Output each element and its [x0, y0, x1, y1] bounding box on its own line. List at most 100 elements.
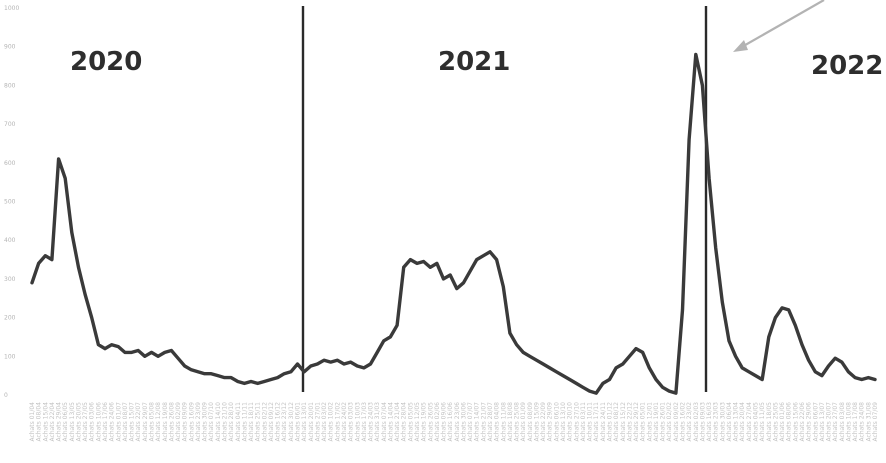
- x-tick-label: Achats 15/06: [792, 402, 799, 442]
- y-tick-label: 200: [4, 315, 16, 322]
- x-tick-label: Achats 22/12: [626, 402, 633, 442]
- x-tick-label: Achats 21/07: [480, 402, 487, 442]
- year-label-2020: 2020: [70, 47, 142, 77]
- x-tick-label: Achats 04/11: [235, 402, 242, 442]
- x-tick-label: Achats 09/02: [673, 402, 680, 442]
- x-tick-label: Achats 06/05: [62, 402, 69, 442]
- x-tick-label: Achats 15/12: [620, 402, 627, 442]
- y-tick-label: 500: [4, 199, 16, 206]
- x-tick-label: Achats 10/11: [587, 402, 594, 442]
- x-tick-label: Achats 03/11: [580, 402, 587, 442]
- x-tick-label: Achats 02/06: [434, 402, 441, 442]
- x-tick-label: Achats 23/12: [281, 402, 288, 442]
- arrow-shaft: [739, 0, 825, 49]
- x-tick-label: Achats 27/07: [832, 402, 839, 442]
- x-tick-label: Achats 28/07: [487, 402, 494, 442]
- x-axis-ticks: Achats 01/04 Achats 08/04 Achats 15/04 Acha…: [29, 402, 879, 442]
- x-tick-label: Achats 23/06: [454, 402, 461, 442]
- x-tick-label: Achats 29/07: [142, 402, 149, 442]
- x-tick-label: Achats 05/01: [640, 402, 647, 442]
- x-tick-label: Achats 30/09: [202, 402, 209, 442]
- x-tick-label: Achats 14/10: [215, 402, 222, 442]
- x-tick-label: Achats 29/12: [633, 402, 640, 442]
- x-tick-label: Achats 22/06: [799, 402, 806, 442]
- x-tick-label: Achats 29/04: [56, 402, 63, 442]
- x-tick-label: Achats 18/11: [248, 402, 255, 442]
- x-tick-label: Achats 27/05: [82, 402, 89, 442]
- x-tick-label: Achats 04/05: [753, 402, 760, 442]
- y-axis-ticks: 0 100 200 300 400 500 600 700 800 900 1000: [4, 5, 19, 399]
- y-tick-label: 800: [4, 82, 16, 89]
- x-tick-label: Achats 15/09: [533, 402, 540, 442]
- x-tick-label: Achats 24/02: [341, 402, 348, 442]
- y-tick-label: 300: [4, 276, 16, 283]
- year-labels: 2020 2021 2022: [70, 47, 883, 81]
- x-tick-label: Achats 01/06: [779, 402, 786, 442]
- x-tick-label: Achats 13/04: [733, 402, 740, 442]
- y-tick-label: 900: [4, 44, 16, 51]
- x-tick-label: Achats 09/03: [699, 402, 706, 442]
- x-tick-label: Achats 13/01: [301, 402, 308, 442]
- x-tick-label: Achats 13/07: [819, 402, 826, 442]
- x-tick-label: Achats 05/08: [148, 402, 155, 442]
- x-tick-label: Achats 09/12: [268, 402, 275, 442]
- x-tick-label: Achats 27/01: [314, 402, 321, 442]
- x-tick-label: Achats 14/07: [474, 402, 481, 442]
- y-tick-label: 100: [4, 353, 16, 360]
- x-tick-label: Achats 07/10: [208, 402, 215, 442]
- x-tick-label: Achats 03/02: [321, 402, 328, 442]
- x-tick-label: Achats 18/05: [766, 402, 773, 442]
- x-tick-label: Achats 08/07: [122, 402, 129, 442]
- x-tick-label: Achats 22/07: [135, 402, 142, 442]
- x-tick-label: Achats 13/05: [69, 402, 76, 442]
- x-tick-label: Achats 25/08: [514, 402, 521, 442]
- x-tick-label: Achats 13/10: [560, 402, 567, 442]
- x-tick-label: Achats 23/02: [686, 402, 693, 442]
- x-tick-label: Achats 06/01: [295, 402, 302, 442]
- x-tick-label: Achats 11/08: [500, 402, 507, 442]
- x-tick-label: Achats 12/05: [414, 402, 421, 442]
- x-tick-label: Achats 04/08: [494, 402, 501, 442]
- x-tick-label: Achats 01/09: [520, 402, 527, 442]
- x-tick-label: Achats 17/02: [334, 402, 341, 442]
- x-tick-label: Achats 30/06: [460, 402, 467, 442]
- y-tick-label: 400: [4, 237, 16, 244]
- x-tick-label: Achats 14/04: [387, 402, 394, 442]
- x-tick-label: Achats 31/08: [865, 402, 872, 442]
- x-tick-label: Achats 20/10: [567, 402, 574, 442]
- x-tick-label: Achats 25/11: [255, 402, 262, 442]
- x-tick-label: Achats 17/11: [593, 402, 600, 442]
- x-tick-label: Achats 17/03: [361, 402, 368, 442]
- x-tick-label: Achats 20/01: [308, 402, 315, 442]
- x-tick-label: Achats 17/08: [852, 402, 859, 442]
- x-tick-label: Achats 27/10: [573, 402, 580, 442]
- x-tick-label: Achats 28/10: [228, 402, 235, 442]
- x-tick-label: Achats 24/03: [368, 402, 375, 442]
- x-tick-label: Achats 12/01: [646, 402, 653, 442]
- x-tick-label: Achats 24/11: [600, 402, 607, 442]
- x-tick-label: Achats 29/09: [547, 402, 554, 442]
- x-tick-label: Achats 01/04: [29, 402, 36, 442]
- x-tick-label: Achats 23/03: [713, 402, 720, 442]
- x-tick-label: Achats 26/05: [427, 402, 434, 442]
- x-tick-label: Achats 08/04: [36, 402, 43, 442]
- x-tick-label: Achats 24/08: [859, 402, 866, 442]
- x-tick-label: Achats 24/06: [109, 402, 116, 442]
- x-tick-label: Achats 20/04: [739, 402, 746, 442]
- x-tick-label: Achats 01/07: [115, 402, 122, 442]
- year-dividers: [301, 6, 708, 392]
- x-tick-label: Achats 07/07: [467, 402, 474, 442]
- x-tick-label: Achats 01/12: [606, 402, 613, 442]
- x-tick-label: Achats 30/03: [719, 402, 726, 442]
- y-tick-label: 0: [4, 392, 8, 399]
- x-tick-label: Achats 15/07: [129, 402, 136, 442]
- x-tick-label: Achats 16/02: [680, 402, 687, 442]
- x-tick-label: Achats 08/12: [613, 402, 620, 442]
- x-tick-label: Achats 06/10: [553, 402, 560, 442]
- x-tick-label: Achats 16/03: [706, 402, 713, 442]
- x-tick-label: Achats 21/10: [221, 402, 228, 442]
- x-tick-label: Achats 08/09: [527, 402, 534, 442]
- x-tick-label: Achats 16/06: [447, 402, 454, 442]
- x-tick-label: Achats 22/04: [49, 402, 56, 442]
